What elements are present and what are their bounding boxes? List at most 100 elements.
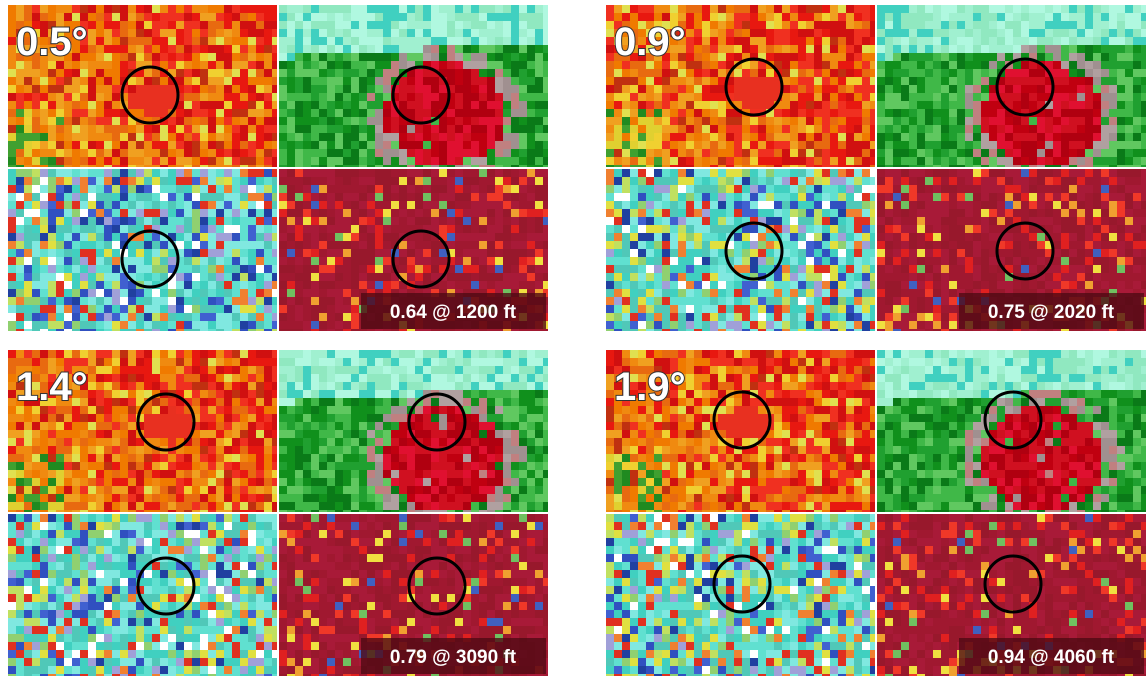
- radar-pixel: [104, 209, 112, 217]
- radar-pixel: [8, 101, 16, 109]
- radar-pixel: [662, 117, 670, 125]
- radar-pixel: [1045, 157, 1053, 165]
- radar-pixel: [415, 217, 423, 225]
- radar-pixel: [622, 241, 630, 249]
- radar-pixel: [1029, 85, 1037, 93]
- radar-pixel: [790, 53, 798, 61]
- radar-pixel: [200, 225, 208, 233]
- radar-pixel: [264, 101, 272, 109]
- radar-pixel: [814, 249, 822, 257]
- radar-pixel: [678, 177, 686, 185]
- radar-pixel: [351, 177, 359, 185]
- radar-pixel: [319, 77, 327, 85]
- radar-pixel: [742, 45, 750, 53]
- radar-pixel: [933, 149, 941, 157]
- radar-pixel: [56, 281, 64, 289]
- radar-pixel: [32, 225, 40, 233]
- radar-pixel: [1005, 53, 1013, 61]
- radar-pixel: [495, 201, 503, 209]
- radar-pixel: [702, 241, 710, 249]
- radar-pixel: [790, 217, 798, 225]
- radar-pixel: [606, 149, 614, 157]
- radar-pixel: [686, 149, 694, 157]
- radar-pixel: [1133, 61, 1141, 69]
- radar-pixel: [686, 125, 694, 133]
- radar-pixel: [295, 257, 303, 265]
- radar-pixel: [694, 289, 702, 297]
- radar-pixel: [359, 209, 367, 217]
- radar-pixel: [710, 177, 718, 185]
- radar-pixel: [160, 321, 168, 329]
- radar-pixel: [535, 241, 543, 249]
- radar-pixel: [383, 177, 391, 185]
- radar-pixel: [782, 117, 790, 125]
- radar-pixel: [287, 149, 295, 157]
- radar-pixel: [295, 85, 303, 93]
- radar-pixel: [56, 177, 64, 185]
- radar-pixel: [511, 117, 519, 125]
- radar-pixel: [471, 13, 479, 21]
- radar-pixel: [367, 21, 375, 29]
- radar-pixel: [295, 273, 303, 281]
- radar-pixel: [822, 29, 830, 37]
- radar-pixel: [335, 233, 343, 241]
- radar-pixel: [431, 185, 439, 193]
- radar-pixel: [72, 265, 80, 273]
- radar-pixel: [463, 329, 471, 331]
- radar-pixel: [854, 93, 862, 101]
- radar-pixel: [1109, 53, 1117, 61]
- radar-pixel: [72, 177, 80, 185]
- radar-pixel: [503, 29, 511, 37]
- radar-pixel: [112, 177, 120, 185]
- radar-pixel: [264, 241, 272, 249]
- radar-pixel: [311, 185, 319, 193]
- radar-pixel: [670, 329, 678, 331]
- radar-pixel: [224, 149, 232, 157]
- radar-pixel: [503, 93, 511, 101]
- radar-pixel: [718, 281, 726, 289]
- radar-pixel: [758, 133, 766, 141]
- radar-pixel: [750, 21, 758, 29]
- radar-pixel: [1061, 85, 1069, 93]
- radar-pixel: [957, 53, 965, 61]
- radar-pixel: [104, 305, 112, 313]
- radar-pixel: [303, 217, 311, 225]
- radar-pixel: [479, 165, 487, 167]
- radar-pixel: [447, 61, 455, 69]
- radar-pixel: [56, 313, 64, 321]
- radar-pixel: [686, 329, 694, 331]
- radar-pixel: [399, 201, 407, 209]
- radar-pixel: [295, 209, 303, 217]
- radar-pixel: [351, 85, 359, 93]
- radar-pixel: [1085, 45, 1093, 53]
- radar-pixel: [957, 21, 965, 29]
- radar-pixel: [144, 29, 152, 37]
- radar-pixel: [1029, 157, 1037, 165]
- radar-group: 0.5°0.64 @ 1200 ft: [8, 5, 548, 331]
- radar-pixel: [670, 257, 678, 265]
- radar-pixel: [1085, 5, 1093, 13]
- radar-pixel: [830, 101, 838, 109]
- radar-pixel: [1053, 149, 1061, 157]
- radar-pixel: [272, 133, 277, 141]
- radar-pixel: [622, 217, 630, 225]
- radar-pixel: [726, 321, 734, 329]
- radar-pixel: [359, 93, 367, 101]
- radar-pixel: [447, 281, 455, 289]
- radar-pixel: [160, 257, 168, 265]
- radar-pixel: [487, 217, 495, 225]
- radar-pixel: [319, 305, 327, 313]
- radar-pixel: [256, 141, 264, 149]
- radar-pixel: [806, 77, 814, 85]
- radar-pixel: [798, 305, 806, 313]
- radar-pixel: [287, 109, 295, 117]
- radar-pixel: [16, 217, 24, 225]
- radar-pixel: [375, 141, 383, 149]
- radar-pixel: [1021, 141, 1029, 149]
- radar-pixel: [622, 281, 630, 289]
- radar-pixel: [439, 29, 447, 37]
- radar-pixel: [933, 13, 941, 21]
- radar-pixel: [112, 141, 120, 149]
- radar-pixel: [168, 257, 176, 265]
- radar-pixel: [814, 21, 822, 29]
